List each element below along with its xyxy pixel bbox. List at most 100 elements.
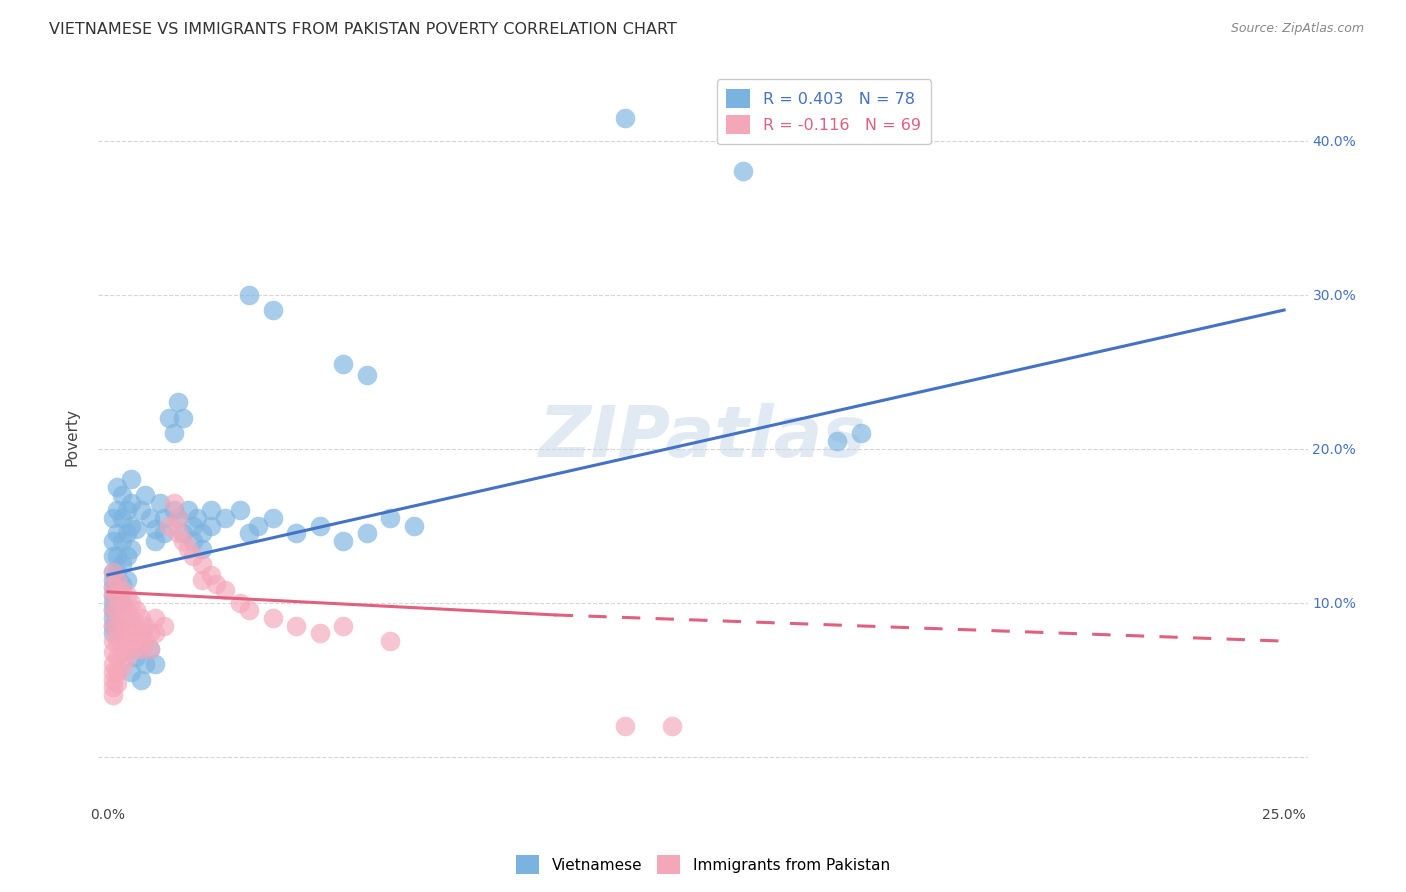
- Point: [101, 588, 124, 602]
- Point: [101, 511, 124, 525]
- Point: [125, 649, 148, 664]
- Point: [115, 588, 138, 602]
- Point: [105, 549, 128, 564]
- Point: [731, 164, 754, 178]
- Point: [172, 526, 194, 541]
- Point: [143, 611, 166, 625]
- Point: [105, 580, 128, 594]
- Point: [105, 503, 128, 517]
- Point: [111, 645, 134, 659]
- Point: [238, 603, 260, 617]
- Point: [139, 641, 162, 656]
- Point: [105, 588, 128, 602]
- Point: [614, 111, 637, 125]
- Point: [101, 688, 124, 702]
- Point: [181, 534, 204, 549]
- Point: [101, 665, 124, 679]
- Point: [105, 665, 128, 679]
- Point: [191, 541, 214, 556]
- Point: [115, 573, 138, 587]
- Point: [191, 526, 214, 541]
- Point: [200, 503, 222, 517]
- Point: [105, 480, 128, 494]
- Point: [129, 611, 152, 625]
- Point: [120, 472, 142, 486]
- Point: [153, 618, 176, 632]
- Point: [139, 641, 162, 656]
- Point: [134, 657, 156, 672]
- Point: [163, 495, 186, 509]
- Text: Source: ZipAtlas.com: Source: ZipAtlas.com: [1230, 22, 1364, 36]
- Point: [262, 511, 284, 525]
- Y-axis label: Poverty: Poverty: [65, 408, 80, 467]
- Point: [101, 611, 124, 625]
- Point: [101, 565, 124, 579]
- Point: [378, 634, 401, 648]
- Point: [101, 618, 124, 632]
- Point: [177, 541, 200, 556]
- Point: [153, 526, 176, 541]
- Point: [285, 618, 308, 632]
- Point: [101, 645, 124, 659]
- Legend: R = 0.403   N = 78, R = -0.116   N = 69: R = 0.403 N = 78, R = -0.116 N = 69: [717, 79, 931, 144]
- Text: ZIPatlas: ZIPatlas: [540, 402, 866, 472]
- Point: [120, 641, 142, 656]
- Point: [191, 557, 214, 571]
- Point: [105, 573, 128, 587]
- Point: [120, 626, 142, 640]
- Point: [186, 511, 208, 525]
- Point: [111, 630, 134, 644]
- Point: [105, 599, 128, 613]
- Point: [849, 426, 872, 441]
- Text: VIETNAMESE VS IMMIGRANTS FROM PAKISTAN POVERTY CORRELATION CHART: VIETNAMESE VS IMMIGRANTS FROM PAKISTAN P…: [49, 22, 678, 37]
- Point: [177, 503, 200, 517]
- Point: [332, 618, 354, 632]
- Point: [105, 526, 128, 541]
- Point: [238, 287, 260, 301]
- Point: [402, 518, 425, 533]
- Point: [105, 565, 128, 579]
- Point: [111, 599, 134, 613]
- Point: [153, 511, 176, 525]
- Point: [115, 634, 138, 648]
- Point: [101, 580, 124, 594]
- Point: [105, 618, 128, 632]
- Point: [101, 580, 124, 594]
- Point: [120, 665, 142, 679]
- Point: [163, 426, 186, 441]
- Point: [356, 368, 378, 382]
- Point: [129, 641, 152, 656]
- Point: [214, 583, 236, 598]
- Point: [101, 618, 124, 632]
- Point: [200, 568, 222, 582]
- Point: [101, 657, 124, 672]
- Point: [120, 596, 142, 610]
- Point: [120, 611, 142, 625]
- Point: [101, 681, 124, 695]
- Point: [129, 503, 152, 517]
- Point: [101, 549, 124, 564]
- Point: [105, 618, 128, 632]
- Point: [101, 573, 124, 587]
- Point: [200, 518, 222, 533]
- Point: [105, 649, 128, 664]
- Point: [238, 526, 260, 541]
- Point: [228, 503, 250, 517]
- Point: [101, 634, 124, 648]
- Point: [172, 534, 194, 549]
- Legend: Vietnamese, Immigrants from Pakistan: Vietnamese, Immigrants from Pakistan: [510, 849, 896, 880]
- Point: [120, 541, 142, 556]
- Point: [614, 719, 637, 733]
- Point: [825, 434, 848, 448]
- Point: [262, 303, 284, 318]
- Point: [172, 410, 194, 425]
- Point: [115, 549, 138, 564]
- Point: [101, 603, 124, 617]
- Point: [101, 673, 124, 687]
- Point: [661, 719, 683, 733]
- Point: [111, 596, 134, 610]
- Point: [143, 534, 166, 549]
- Point: [115, 526, 138, 541]
- Point: [332, 534, 354, 549]
- Point: [205, 577, 228, 591]
